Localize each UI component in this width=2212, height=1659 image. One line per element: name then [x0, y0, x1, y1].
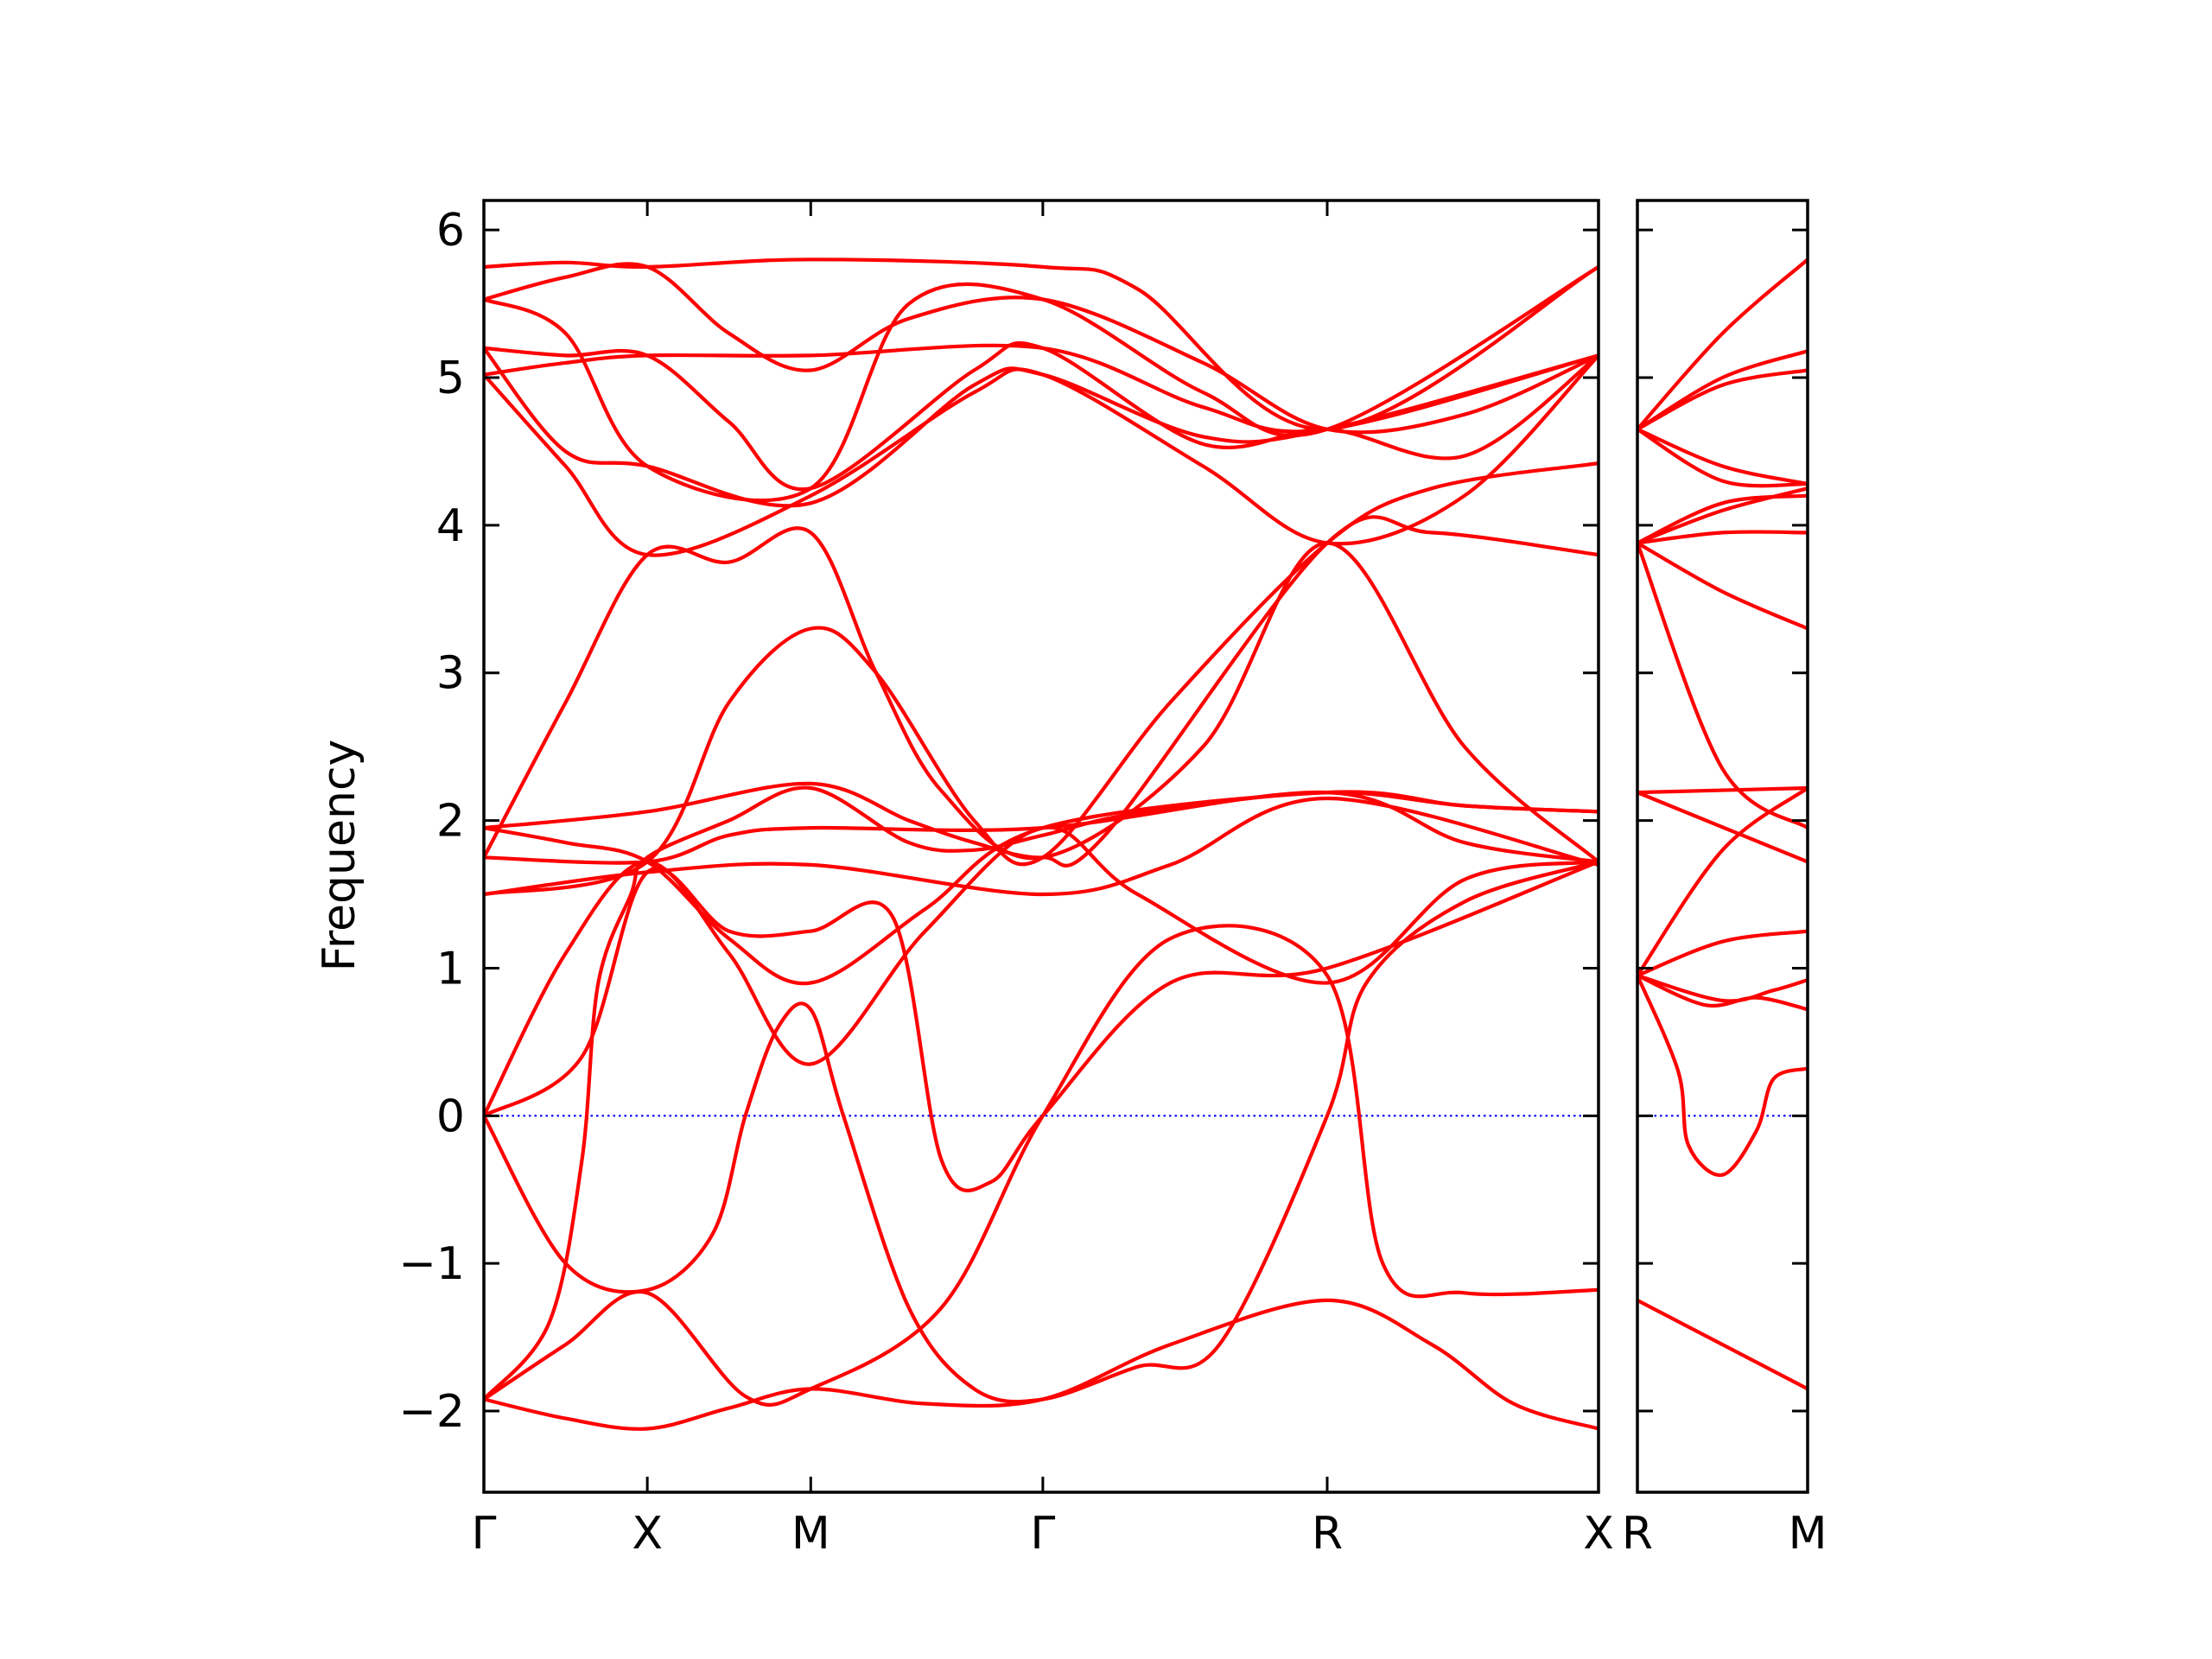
x-tick-label: M — [1789, 1508, 1827, 1560]
x-tick-label: X — [632, 1508, 663, 1560]
band-line-4 — [1637, 973, 1808, 1003]
band-line-15 — [1637, 427, 1808, 486]
band-line-14 — [1637, 427, 1808, 488]
band-line-11 — [1637, 530, 1808, 545]
x-tick-label: R — [1622, 1508, 1653, 1560]
y-tick-label: 2 — [436, 796, 465, 848]
y-tick-label: 6 — [436, 205, 465, 257]
x-tick-label: Γ — [1030, 1508, 1055, 1560]
band-line-7 — [484, 796, 1599, 897]
plot-frame — [1636, 199, 1809, 1494]
bands-group — [484, 257, 1599, 1431]
x-tick-label: R — [1312, 1508, 1343, 1560]
band-line-13 — [1637, 486, 1808, 545]
band-line-6 — [484, 860, 1599, 1192]
x-tick-label: X — [1583, 1508, 1614, 1560]
band-line-10 — [1637, 541, 1808, 631]
y-tick-label: −1 — [398, 1238, 465, 1290]
y-tick-label: −2 — [398, 1386, 465, 1438]
band-line-6 — [1637, 785, 1808, 978]
y-axis-label: Frequency — [314, 740, 365, 972]
bands-group — [1637, 257, 1808, 1391]
band-line-19 — [484, 262, 1599, 435]
band-line-12 — [484, 461, 1599, 897]
band-line-2 — [484, 785, 1599, 1402]
band-line-12 — [1637, 493, 1808, 545]
band-line-3 — [1637, 973, 1808, 1012]
band-line-5 — [1637, 929, 1808, 978]
band-line-3 — [484, 924, 1599, 1407]
band-line-17 — [1637, 349, 1808, 431]
band-line-7 — [1637, 785, 1808, 795]
plot-frame — [482, 199, 1600, 1494]
band-line-18 — [1637, 257, 1808, 431]
y-tick-label: 5 — [436, 353, 465, 404]
band-line-14 — [484, 346, 1599, 508]
band-line-9 — [484, 790, 1599, 986]
y-tick-label: 0 — [436, 1090, 465, 1142]
band-line-11 — [484, 526, 1599, 864]
band-line-1 — [484, 1298, 1599, 1431]
band-line-9 — [1637, 541, 1808, 830]
x-tick-label: M — [791, 1508, 830, 1560]
band-line-1 — [1637, 1298, 1808, 1391]
x-tick-label: Γ — [472, 1508, 497, 1560]
y-tick-label: 1 — [436, 943, 465, 995]
y-tick-label: 3 — [436, 648, 465, 700]
band-line-8 — [484, 790, 1599, 865]
band-line-8 — [1637, 791, 1808, 864]
band-line-4 — [484, 860, 1599, 1404]
band-line-2 — [1637, 973, 1808, 1177]
panel-1: −2 −1 0 1 2 3 4 5 6 Γ X M Γ R X — [398, 199, 1614, 1560]
y-tick-label: 4 — [436, 500, 465, 552]
